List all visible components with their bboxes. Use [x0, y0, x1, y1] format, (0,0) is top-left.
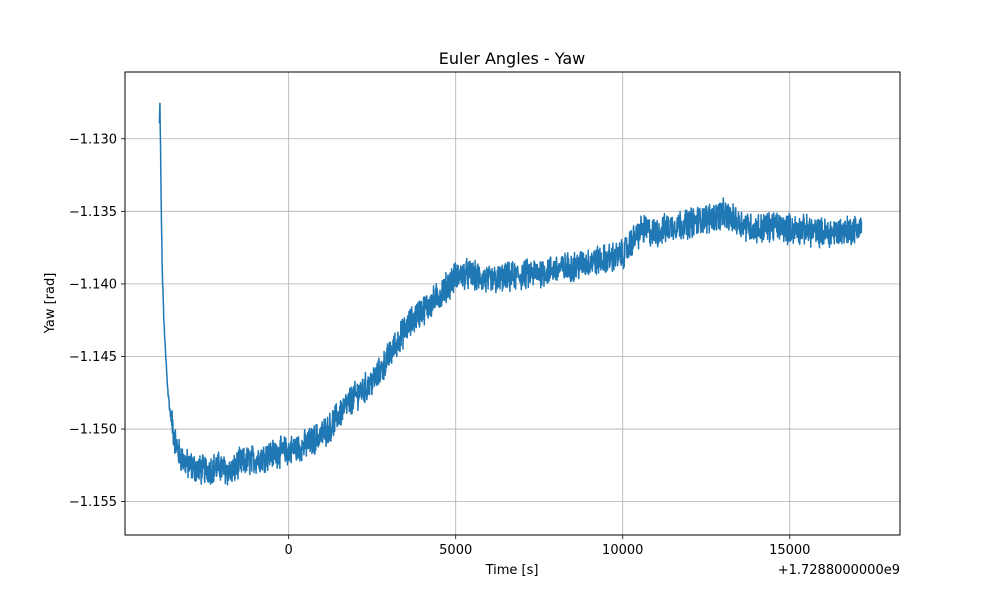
x-tick-label: 0 [285, 543, 293, 558]
plot-area [158, 102, 863, 486]
x-axis-ticks: 0 5000 10000 15000 [285, 535, 810, 558]
y-tick-label: −1.135 [69, 205, 117, 220]
x-tick-label: 15000 [769, 543, 810, 558]
chart-title: Euler Angles - Yaw [439, 49, 585, 68]
y-axis-ticks: −1.155 −1.150 −1.145 −1.140 −1.135 −1.130 [69, 132, 125, 510]
y-tick-label: −1.145 [69, 350, 117, 365]
x-axis-label: Time [s] [485, 563, 539, 578]
y-tick-label: −1.130 [69, 132, 117, 147]
yaw-series-line [158, 102, 863, 486]
x-tick-label: 10000 [602, 543, 643, 558]
y-tick-label: −1.150 [69, 423, 117, 438]
axes-frame [124, 71, 901, 536]
grid-lines [125, 72, 900, 535]
x-tick-label: 5000 [439, 543, 472, 558]
y-tick-label: −1.140 [69, 277, 117, 292]
x-axis-offset-label: +1.7288000000e9 [778, 563, 900, 578]
y-axis-label: Yaw [rad] [43, 273, 58, 335]
y-tick-label: −1.155 [69, 495, 117, 510]
